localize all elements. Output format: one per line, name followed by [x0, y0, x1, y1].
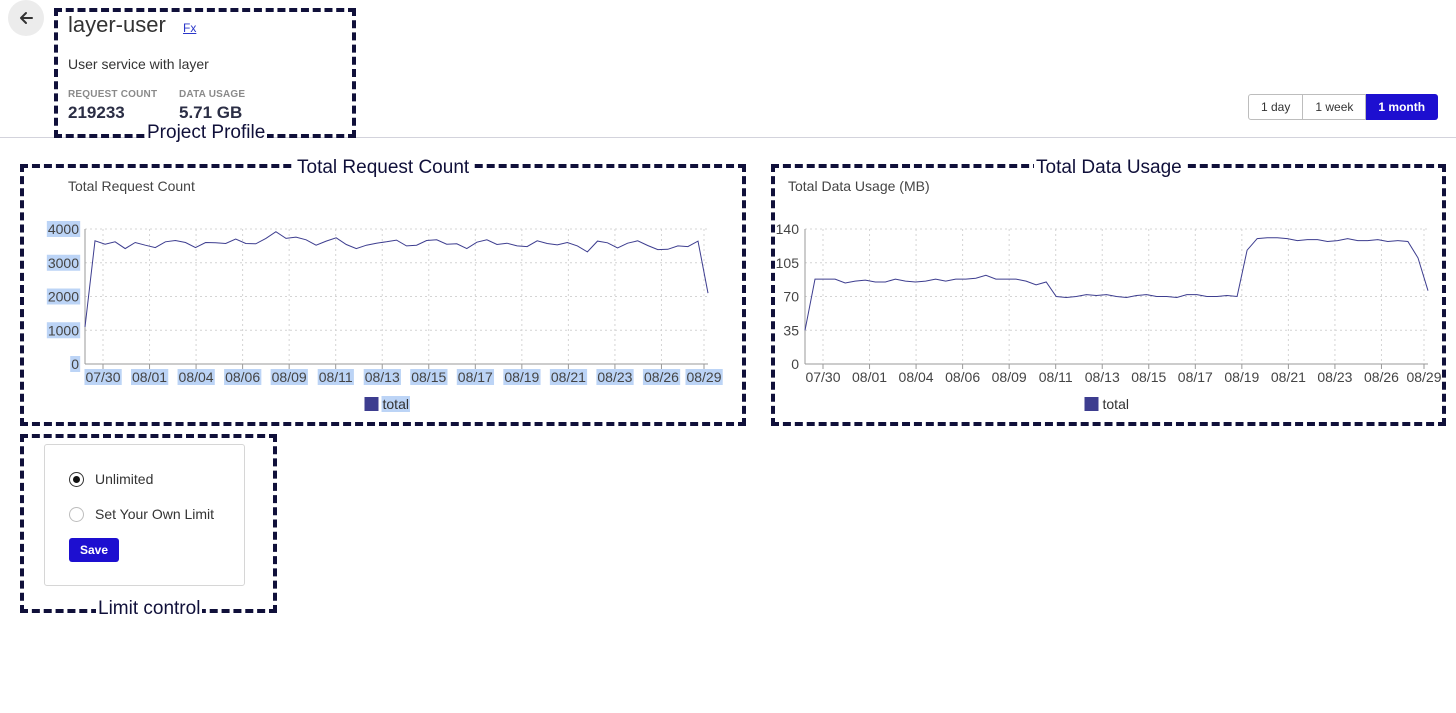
limit-control-annotation: Limit control [96, 598, 203, 619]
request-count-region [20, 164, 746, 426]
usage-chart-y-tick: 0 [791, 356, 799, 372]
radio-unlimited[interactable]: Unlimited [69, 471, 153, 487]
request-chart-selection-highlight [131, 369, 169, 385]
usage-chart-x-tick: 08/09 [992, 369, 1027, 385]
request-chart-selection-highlight [456, 369, 495, 385]
project-profile-annotation: Project Profile [145, 122, 268, 143]
request-count-annotation: Total Request Count [295, 157, 472, 178]
usage-chart-x-tick: 08/26 [1364, 369, 1399, 385]
radio-button[interactable] [69, 506, 84, 522]
range-1-month[interactable]: 1 month [1366, 94, 1439, 120]
request-count-label: REQUEST COUNT [68, 89, 158, 100]
usage-chart-y-tick: 70 [783, 289, 799, 305]
request-chart-selection-highlight [46, 221, 81, 237]
request-chart-y-tick: 2000 [48, 289, 79, 305]
arrow-left-icon [20, 12, 33, 24]
data-usage-region [771, 164, 1446, 426]
request-chart-y-tick: 1000 [48, 322, 79, 338]
request-chart-x-tick: 08/06 [225, 369, 260, 385]
usage-chart-x-tick: 07/30 [805, 369, 840, 385]
time-range-selector: 1 day 1 week 1 month [1248, 94, 1439, 120]
request-chart-x-tick: 08/11 [319, 369, 353, 385]
data-usage-chart: 0 35 70 105 140 07/30 08/01 08/04 08/06 08/09 08/1… [776, 221, 1442, 412]
data-usage-value: 5.71 GB [179, 103, 243, 122]
usage-chart-x-tick: 08/21 [1271, 369, 1306, 385]
request-chart-legend-swatch [364, 397, 379, 411]
data-usage-annotation: Total Data Usage [1034, 157, 1184, 178]
data-usage-label: DATA USAGE [179, 89, 246, 100]
request-chart-x-tick: 08/01 [132, 369, 167, 385]
limit-control-card: Unlimited Set Your Own Limit Save [44, 444, 245, 586]
usage-chart-y-tick: 140 [776, 221, 800, 237]
request-chart-selection-highlight [596, 369, 634, 385]
request-chart-x-tick: 08/21 [551, 369, 586, 385]
usage-chart-x-tick: 08/13 [1085, 369, 1120, 385]
range-1-week[interactable]: 1 week [1303, 94, 1367, 120]
request-chart-x-tick: 08/13 [365, 369, 400, 385]
request-chart-selection-highlight [46, 288, 81, 305]
usage-chart-legend-swatch [1084, 397, 1099, 411]
data-usage-chart-title: Total Data Usage (MB) [788, 178, 930, 194]
request-chart-selection-highlight [642, 369, 681, 385]
request-chart-x-tick: 08/17 [458, 369, 493, 385]
request-chart-x-tick: 08/04 [179, 369, 214, 385]
request-chart-x-tick: 08/23 [597, 369, 632, 385]
radio-label: Unlimited [95, 471, 154, 487]
request-chart-y-tick: 4000 [48, 221, 79, 237]
request-chart-selection-highlight [46, 254, 81, 271]
request-chart-selection-highlight [224, 369, 262, 385]
request-chart-selection-highlight [410, 369, 448, 385]
request-chart-legend-label: total [383, 396, 409, 412]
request-chart-selection-highlight [549, 369, 588, 385]
usage-chart-series-total [804, 237, 1429, 331]
limit-control-region [20, 434, 277, 613]
request-chart-selection-highlight [84, 369, 122, 385]
usage-chart-x-tick: 08/29 [1406, 369, 1441, 385]
request-chart-selection-highlight [177, 369, 215, 385]
range-1-day[interactable]: 1 day [1248, 94, 1304, 120]
request-chart-y-tick: 0 [71, 356, 79, 372]
request-chart-selection-highlight [381, 396, 410, 412]
request-chart-selection-highlight [503, 369, 541, 385]
request-chart-x-tick: 08/29 [686, 369, 721, 385]
usage-chart-x-tick: 08/19 [1224, 369, 1259, 385]
project-profile-region [54, 8, 356, 138]
radio-button[interactable] [69, 471, 84, 487]
request-chart-x-tick: 08/26 [644, 369, 679, 385]
project-name: layer-user [68, 12, 166, 37]
usage-chart-y-tick: 35 [783, 322, 799, 338]
request-count-chart: 0 1000 2000 3000 4000 07/30 08/01 08/04 08/06 08/… [46, 221, 723, 412]
request-chart-selection-highlight [317, 369, 354, 385]
request-chart-series-total [84, 231, 709, 327]
usage-chart-x-tick: 08/01 [852, 369, 887, 385]
save-button[interactable]: Save [69, 538, 119, 562]
request-chart-x-tick: 08/19 [504, 369, 539, 385]
request-chart-x-tick: 07/30 [85, 369, 120, 385]
request-chart-y-tick: 3000 [48, 255, 79, 271]
radio-custom-limit[interactable]: Set Your Own Limit [69, 506, 214, 522]
request-count-value: 219233 [68, 103, 125, 122]
usage-chart-x-tick: 08/17 [1178, 369, 1213, 385]
usage-chart-x-tick: 08/15 [1131, 369, 1166, 385]
back-button[interactable] [8, 0, 44, 36]
project-description: User service with layer [68, 56, 209, 72]
request-chart-x-tick: 08/15 [411, 369, 446, 385]
header-divider [0, 137, 1456, 138]
usage-chart-x-tick: 08/06 [945, 369, 980, 385]
request-chart-selection-highlight [270, 369, 308, 385]
usage-chart-y-tick: 105 [776, 255, 800, 271]
usage-chart-x-tick: 08/04 [899, 369, 934, 385]
request-chart-title: Total Request Count [68, 178, 195, 194]
request-chart-selection-highlight [363, 369, 401, 385]
usage-chart-x-tick: 08/23 [1317, 369, 1352, 385]
usage-chart-x-tick: 08/11 [1039, 369, 1073, 385]
request-chart-selection-highlight [685, 369, 723, 385]
fx-link[interactable]: Fx [183, 21, 197, 35]
request-chart-selection-highlight [46, 322, 81, 339]
request-chart-selection-highlight [70, 356, 81, 372]
usage-chart-legend-label: total [1103, 396, 1129, 412]
radio-label: Set Your Own Limit [95, 506, 215, 522]
request-chart-x-tick: 08/09 [272, 369, 307, 385]
